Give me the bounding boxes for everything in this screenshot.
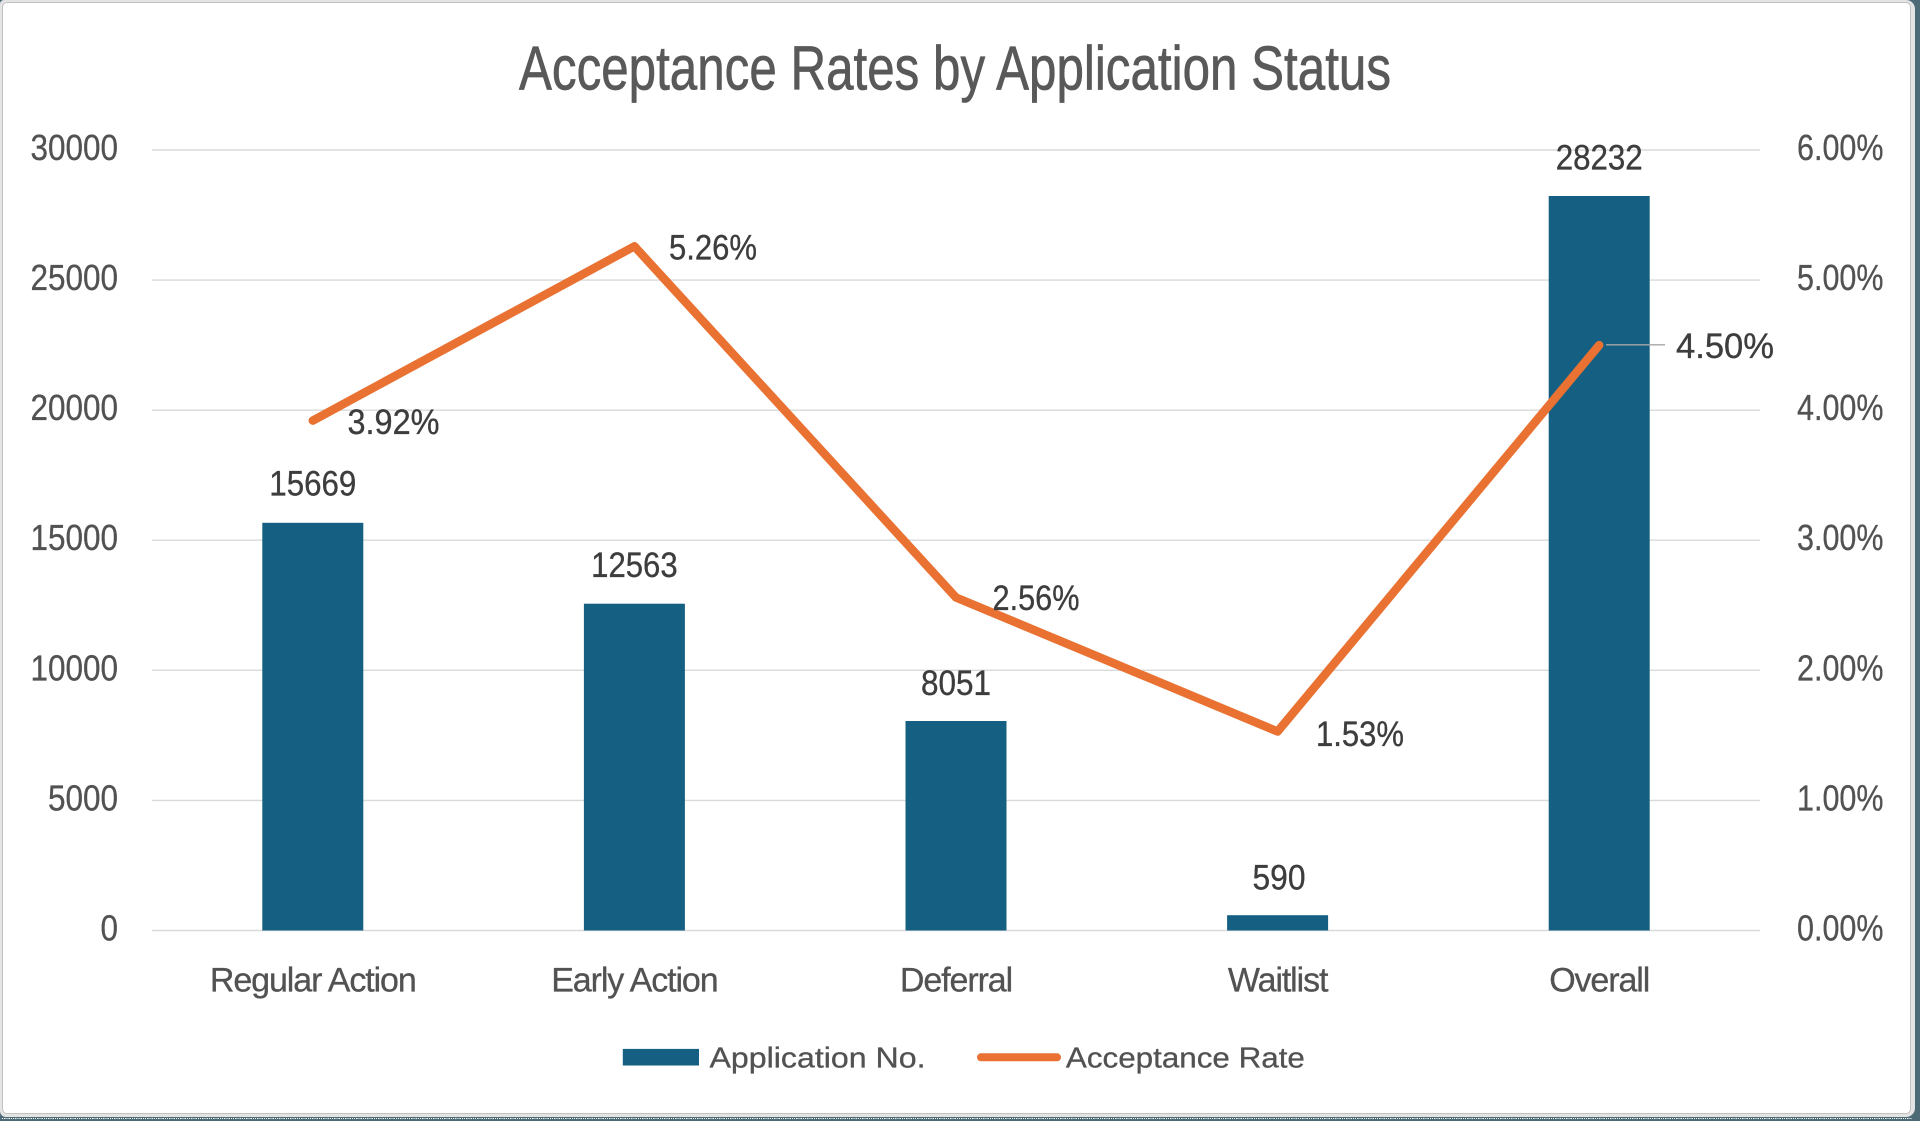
svg-text:5.00%: 5.00% bbox=[1797, 257, 1884, 298]
svg-text:15669: 15669 bbox=[269, 465, 356, 504]
svg-text:2.56%: 2.56% bbox=[993, 579, 1080, 618]
svg-text:4.00%: 4.00% bbox=[1797, 387, 1884, 428]
svg-text:3.92%: 3.92% bbox=[348, 403, 440, 442]
svg-text:1.53%: 1.53% bbox=[1316, 715, 1404, 754]
svg-text:Deferral: Deferral bbox=[900, 962, 1012, 1000]
svg-text:0: 0 bbox=[101, 908, 119, 949]
svg-text:20000: 20000 bbox=[31, 387, 119, 428]
svg-text:12563: 12563 bbox=[591, 546, 678, 585]
svg-text:3.00%: 3.00% bbox=[1797, 517, 1884, 558]
svg-text:28232: 28232 bbox=[1556, 139, 1643, 178]
svg-text:2.00%: 2.00% bbox=[1797, 647, 1884, 688]
svg-text:Waitlist: Waitlist bbox=[1228, 962, 1329, 1000]
svg-text:1.00%: 1.00% bbox=[1797, 777, 1884, 818]
svg-text:10000: 10000 bbox=[31, 647, 119, 688]
svg-text:Application No.: Application No. bbox=[710, 1043, 926, 1075]
svg-text:Early Action: Early Action bbox=[551, 962, 717, 1000]
svg-text:8051: 8051 bbox=[921, 664, 991, 703]
svg-text:30000: 30000 bbox=[31, 127, 119, 168]
svg-text:Overall: Overall bbox=[1549, 962, 1649, 1000]
svg-text:Acceptance Rates by Applicatio: Acceptance Rates by Application Status bbox=[519, 35, 1391, 104]
svg-text:25000: 25000 bbox=[31, 257, 119, 298]
svg-text:5.26%: 5.26% bbox=[669, 229, 757, 268]
svg-text:6.00%: 6.00% bbox=[1797, 127, 1884, 168]
svg-text:590: 590 bbox=[1253, 858, 1306, 897]
svg-text:Acceptance Rate: Acceptance Rate bbox=[1066, 1043, 1305, 1075]
svg-text:0.00%: 0.00% bbox=[1797, 908, 1884, 949]
svg-text:5000: 5000 bbox=[48, 777, 118, 818]
svg-text:15000: 15000 bbox=[31, 517, 119, 558]
svg-text:4.50%: 4.50% bbox=[1676, 327, 1774, 366]
svg-text:Regular Action: Regular Action bbox=[210, 962, 416, 1000]
